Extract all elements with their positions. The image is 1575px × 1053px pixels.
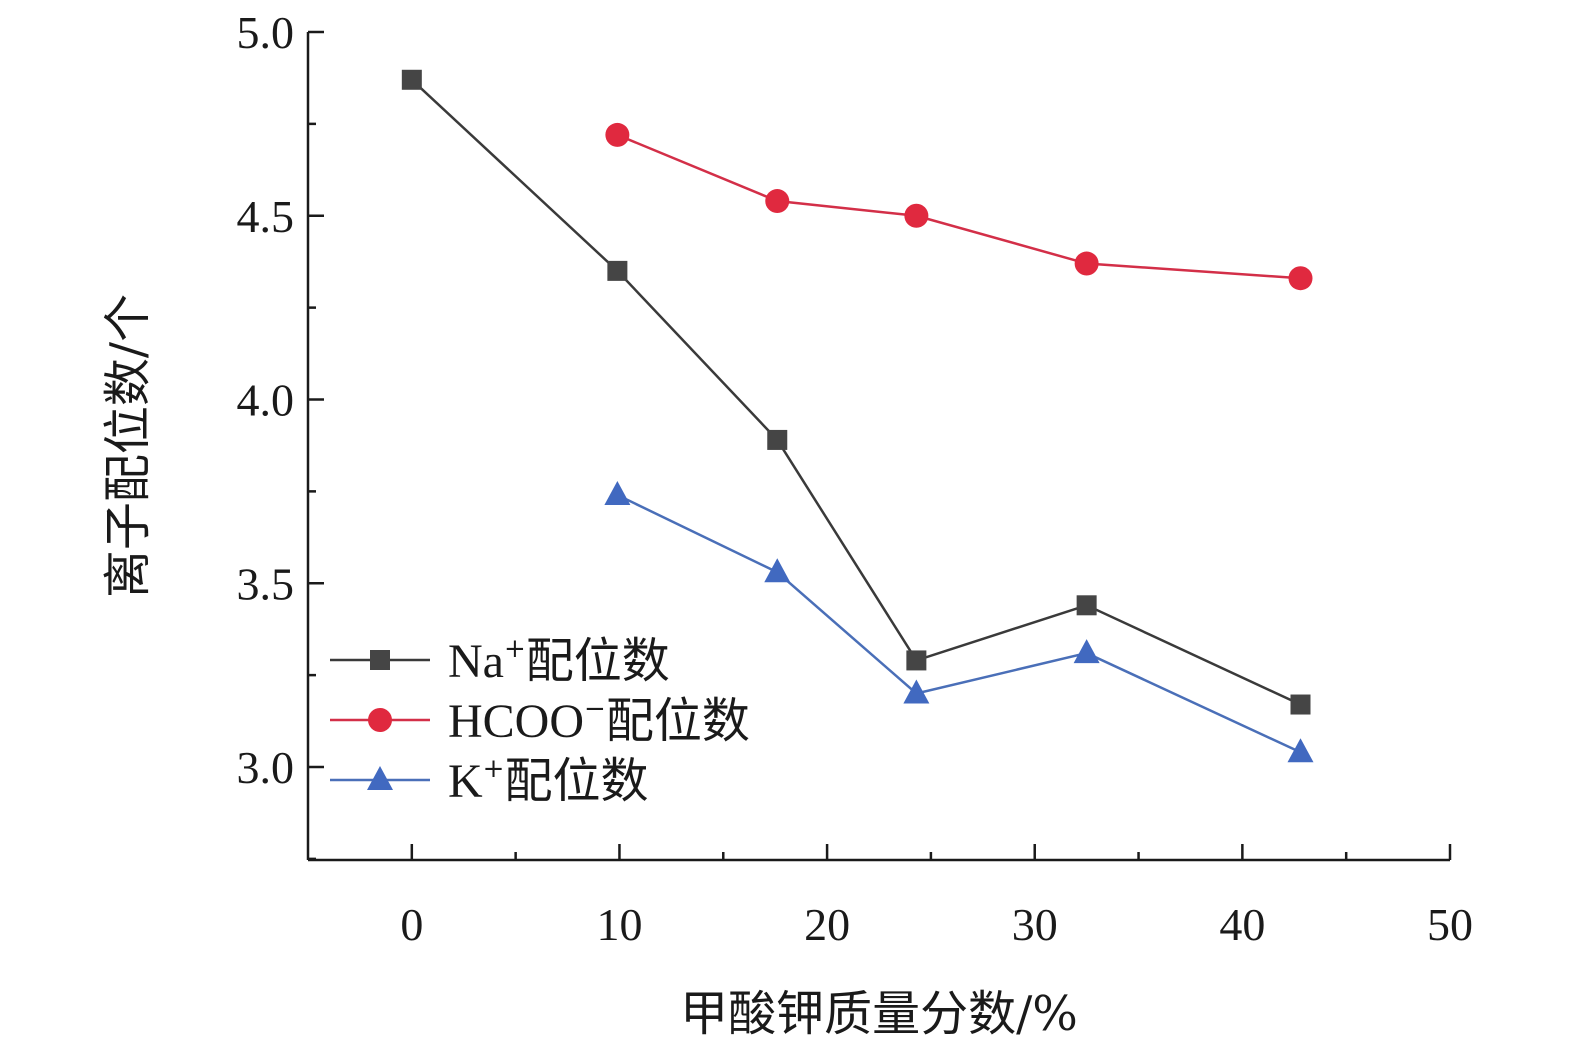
data-point [1290, 694, 1311, 715]
legend-superscript: − [584, 694, 606, 724]
legend-superscript: + [504, 634, 526, 664]
x-tick-label: 20 [804, 899, 850, 950]
y-tick-label: 4.0 [237, 375, 295, 426]
legend-suffix: 配位数 [606, 693, 750, 749]
legend-marker [370, 650, 390, 670]
legend-suffix: 配位数 [504, 753, 648, 809]
legend-prefix: HCOO [448, 695, 584, 748]
legend-prefix: K [448, 755, 483, 808]
series-circle [605, 122, 1313, 291]
legend-label: Na+配位数 [448, 633, 670, 689]
y-axis-title: 离子配位数/个 [100, 294, 156, 598]
x-tick-label: 40 [1219, 899, 1265, 950]
data-point [604, 481, 631, 506]
legend-superscript: + [483, 754, 505, 784]
y-tick-label: 4.5 [237, 191, 295, 242]
data-point [1073, 639, 1100, 664]
series-square [401, 69, 1311, 715]
x-tick-label: 50 [1427, 899, 1473, 950]
series-line [616, 133, 1301, 280]
x-tick-label: 30 [1012, 899, 1058, 950]
legend-marker [368, 708, 392, 732]
x-axis-title: 甲酸钾质量分数/% [680, 986, 1078, 1042]
data-point [906, 650, 927, 671]
y-tick-label: 5.0 [237, 7, 295, 58]
legend-item: K+配位数 [330, 753, 648, 809]
legend-item: Na+配位数 [330, 633, 670, 689]
data-point [401, 69, 422, 90]
legend-suffix: 配位数 [526, 633, 670, 689]
x-tick-label: 10 [596, 899, 642, 950]
legend-label: K+配位数 [448, 753, 648, 809]
data-point [903, 679, 930, 704]
data-point [605, 122, 630, 147]
data-point [904, 203, 929, 228]
data-point [1076, 595, 1097, 616]
legend-marker [367, 766, 393, 790]
legend-prefix: Na [448, 635, 504, 688]
x-tick-label: 0 [400, 899, 423, 950]
axes [306, 32, 1450, 862]
legend-item: HCOO−配位数 [330, 693, 750, 749]
series-layer [401, 69, 1314, 763]
series-line [410, 78, 1302, 706]
ticks: 3.0 3.5 4.0 4.5 5.0 0 10 20 30 40 50 [237, 7, 1474, 950]
data-point [767, 429, 788, 450]
data-point [764, 558, 791, 583]
data-point [1288, 266, 1313, 291]
data-point [607, 260, 628, 281]
data-point [1074, 251, 1099, 276]
data-point [765, 189, 790, 214]
y-tick-label: 3.0 [237, 742, 295, 793]
legend-label: HCOO−配位数 [448, 693, 750, 749]
y-tick-label: 3.5 [237, 558, 295, 609]
data-point [1287, 738, 1314, 763]
series-triangle [604, 481, 1314, 763]
